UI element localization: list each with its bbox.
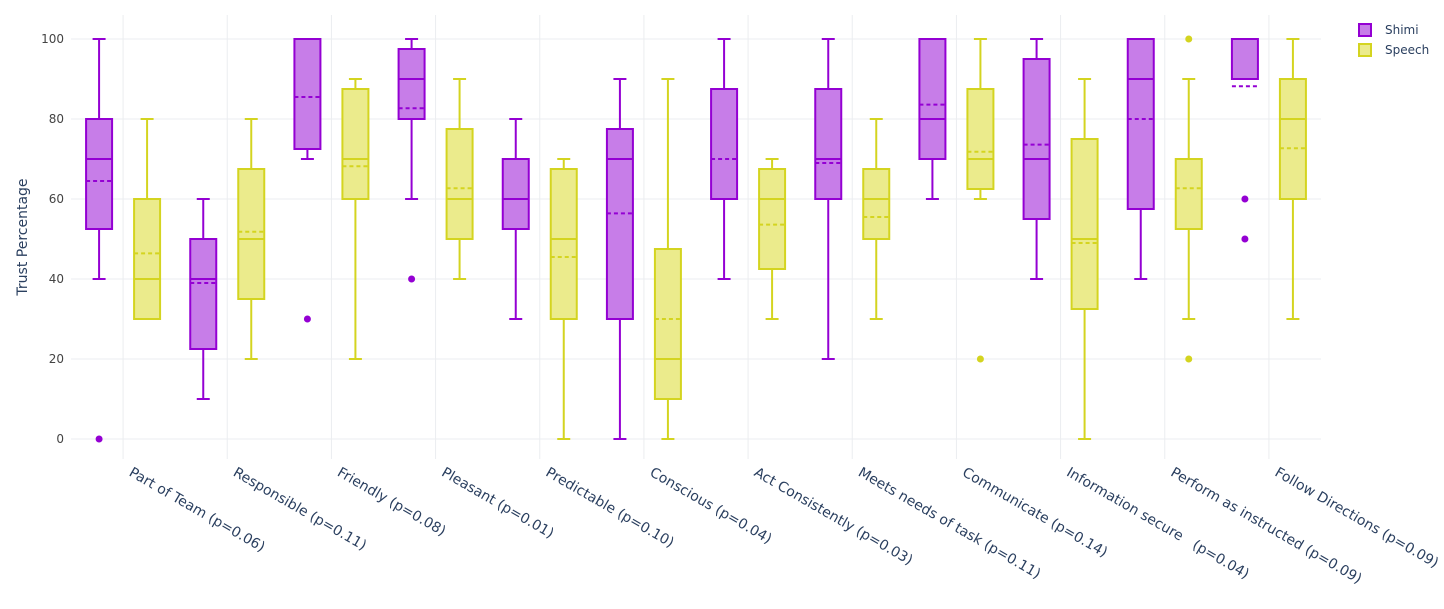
outlier-point[interactable] (976, 355, 984, 363)
iqr-box (445, 128, 474, 240)
box-speech[interactable] (341, 78, 370, 360)
legend-swatch (1358, 43, 1372, 57)
iqr-box (85, 118, 114, 230)
box-shimi[interactable] (85, 38, 114, 443)
iqr-box (397, 48, 426, 120)
box-speech[interactable] (445, 78, 474, 280)
outlier-point[interactable] (1185, 355, 1193, 363)
iqr-box (133, 198, 162, 320)
iqr-box (189, 238, 218, 350)
y-tick-label: 0 (56, 432, 64, 446)
outlier-point[interactable] (1241, 195, 1249, 203)
legend-label: Shimi (1385, 23, 1419, 37)
x-tick-label: Follow Directions (p=0.09) (1272, 465, 1441, 572)
grid-layer (71, 15, 1321, 459)
iqr-box (501, 158, 530, 230)
box-speech[interactable] (1070, 78, 1099, 440)
y-tick-label: 100 (41, 32, 64, 46)
boxes-layer (85, 35, 1307, 443)
iqr-box (1070, 138, 1099, 310)
box-speech[interactable] (1278, 38, 1307, 320)
box-speech[interactable] (1174, 35, 1203, 363)
box-shimi[interactable] (918, 38, 947, 200)
x-tick-label: Perform as instructed (p=0.09) (1168, 465, 1365, 588)
iqr-box (862, 168, 891, 240)
iqr-box (814, 88, 843, 200)
y-tick-label: 80 (49, 112, 64, 126)
x-tick-label: Information secure (p=0.04) (1064, 465, 1252, 583)
box-shimi[interactable] (814, 38, 843, 360)
iqr-box (1126, 38, 1155, 210)
x-tick-label: Meets needs of task (p=0.11) (855, 465, 1043, 583)
iqr-box (549, 168, 578, 320)
box-shimi[interactable] (501, 118, 530, 320)
box-speech[interactable] (966, 38, 995, 363)
y-axis-ticks: 0 20 40 60 80 100 (41, 32, 64, 446)
box-shimi[interactable] (605, 78, 634, 440)
iqr-box (1278, 78, 1307, 200)
legend-swatch (1358, 23, 1372, 37)
box-shimi[interactable] (1230, 38, 1259, 243)
iqr-box (237, 168, 266, 300)
iqr-box (1230, 38, 1259, 80)
y-tick-label: 60 (49, 192, 64, 206)
iqr-box (758, 168, 787, 270)
box-shimi[interactable] (189, 198, 218, 400)
iqr-box (918, 38, 947, 160)
legend-item-speech[interactable]: Speech (1358, 43, 1429, 57)
x-tick-label: Pleasant (p=0.01) (439, 465, 557, 542)
outlier-point[interactable] (408, 275, 416, 283)
box-speech[interactable] (653, 78, 682, 440)
box-speech[interactable] (237, 118, 266, 360)
x-tick-label: Friendly (p=0.08) (334, 465, 448, 540)
iqr-box (605, 128, 634, 320)
iqr-box (1174, 158, 1203, 230)
iqr-box (341, 88, 370, 200)
iqr-box (1022, 58, 1051, 220)
box-speech[interactable] (862, 118, 891, 320)
box-speech[interactable] (549, 158, 578, 440)
y-tick-label: 20 (49, 352, 64, 366)
legend-label: Speech (1385, 43, 1429, 57)
outlier-point[interactable] (303, 315, 311, 323)
box-shimi[interactable] (1126, 38, 1155, 280)
legend[interactable]: Shimi Speech (1358, 23, 1429, 57)
iqr-box (653, 248, 682, 400)
outlier-point[interactable] (1241, 235, 1249, 243)
y-tick-label: 40 (49, 272, 64, 286)
iqr-box (710, 88, 739, 200)
box-speech[interactable] (758, 158, 787, 320)
box-shimi[interactable] (1022, 38, 1051, 280)
outlier-point[interactable] (1185, 35, 1193, 43)
box-shimi[interactable] (710, 38, 739, 280)
x-axis-ticks: Part of Team (p=0.06)Responsible (p=0.11… (126, 465, 1441, 588)
outlier-point[interactable] (95, 435, 103, 443)
legend-item-shimi[interactable]: Shimi (1358, 23, 1419, 37)
iqr-box (293, 38, 322, 150)
box-shimi[interactable] (397, 38, 426, 283)
iqr-box (966, 88, 995, 190)
box-speech[interactable] (133, 118, 162, 320)
y-axis-label: Trust Percentage (15, 178, 31, 296)
box-shimi[interactable] (293, 38, 322, 323)
